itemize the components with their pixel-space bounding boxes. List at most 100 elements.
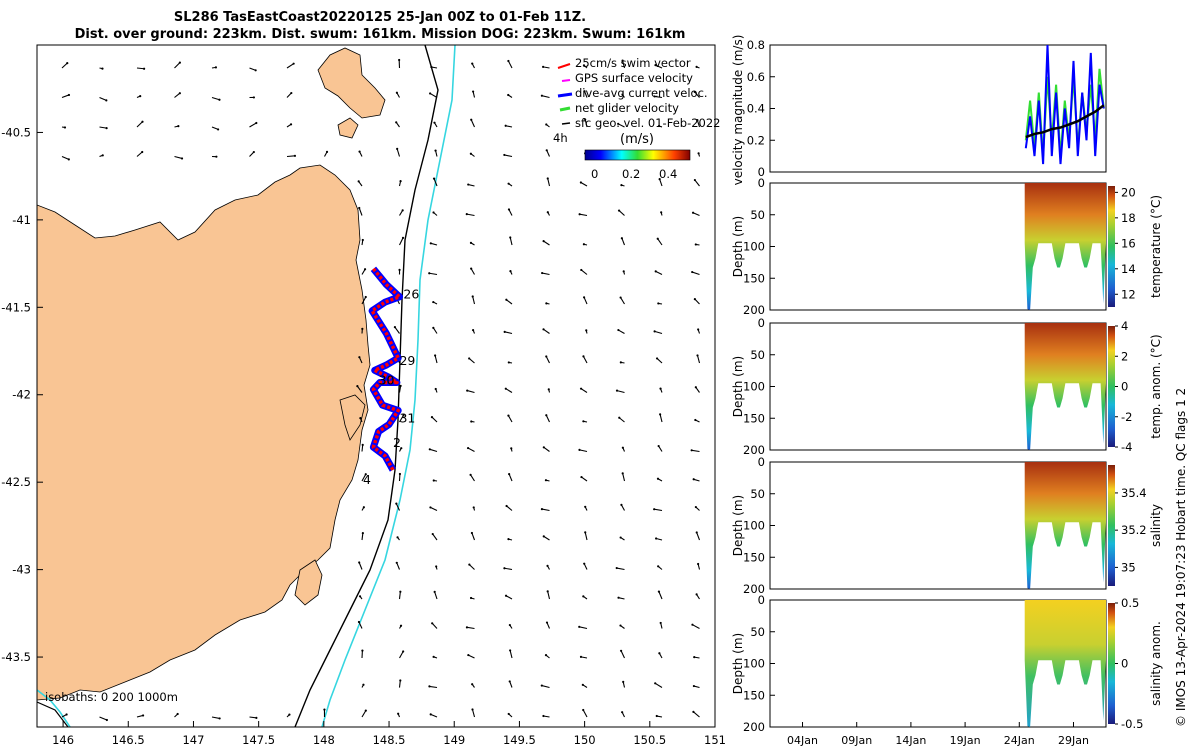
velocity-arrow-head: [471, 683, 474, 686]
velocity-arrow-head: [469, 152, 472, 155]
velocity-arrow-head: [509, 270, 512, 273]
velocity-arrow-head: [507, 182, 510, 185]
velocity-arrow: [472, 296, 476, 305]
velocity-arrow-head: [654, 682, 657, 685]
legend-colorbar-title: (m/s): [620, 132, 654, 147]
velocity-arrow-head: [542, 65, 545, 68]
velocity-arrow: [432, 533, 438, 541]
velocity-arrow-head: [432, 655, 435, 658]
velocity-arrow-head: [289, 123, 293, 126]
velocity-arrow-head: [323, 708, 326, 711]
velocity-arrow-head: [434, 387, 437, 391]
salinity-anom-section-cb-tick-label: 0: [1121, 657, 1128, 671]
velocity-arrow: [583, 297, 588, 305]
legend-scale-label: 4h: [553, 131, 568, 145]
velocity-arrow-head: [399, 679, 402, 682]
velocity-arrow-head: [582, 296, 586, 299]
map-ytick-label: -40.5: [1, 125, 31, 139]
velocity-arrow: [99, 96, 107, 101]
salinity-anom-section-cb-tick-label: -0.5: [1121, 717, 1143, 731]
velocity-arrow-head: [399, 179, 402, 183]
velocity-arrow: [398, 680, 401, 688]
velocity-arrow: [396, 562, 401, 570]
velocity-arrow-head: [217, 128, 220, 131]
velocity-arrow-head: [325, 150, 329, 153]
velocity-arrow: [396, 148, 401, 157]
figure-title-line1: SL286 TasEastCoast20220125 25-Jan 00Z to…: [173, 10, 587, 25]
isobath-1000m: [321, 45, 456, 727]
velocity-arrow-head: [545, 149, 548, 152]
legend-cb-tick-1: 0.2: [622, 167, 640, 181]
map-xtick-label: 150: [574, 733, 596, 747]
velocity-arrow-head: [507, 712, 510, 716]
velocity-arrow-head: [218, 98, 221, 101]
velocity-arrow: [541, 508, 550, 512]
velocity-arrow: [505, 388, 513, 393]
velocity-arrow-head: [399, 590, 402, 593]
velocity-arrow-head: [101, 154, 104, 157]
velocity-arrow-head: [398, 472, 402, 476]
velocity-arrow: [467, 447, 475, 452]
velocity-arrow-head: [471, 708, 474, 711]
velocity-arrow: [286, 63, 294, 69]
velocity-arrow: [506, 299, 513, 305]
velocity-arrow-head: [508, 623, 511, 627]
velocity-arrow-head: [508, 680, 511, 683]
velocity-arrow: [654, 330, 663, 335]
day-labels: 26 29 30 31 2 4: [363, 287, 419, 487]
velocity-arrow-head: [695, 531, 698, 534]
map-xtick-label: 148: [313, 733, 335, 747]
velocity-arrow-head: [585, 329, 588, 332]
velocity-arrow-head: [546, 564, 549, 568]
velocity-arrow-head: [653, 508, 656, 511]
velocity-arrow-head: [254, 69, 257, 72]
velocity-arrow-head: [620, 503, 623, 506]
velocity-arrow: [505, 595, 513, 600]
velocity-arrow-head: [541, 271, 544, 275]
velocity-arrow-head: [691, 623, 694, 626]
velocity-arrow-head: [691, 211, 695, 214]
velocity-arrow: [692, 271, 700, 276]
legend-swim-swatch: [557, 63, 571, 69]
velocity-arrow-head: [657, 590, 661, 593]
velocity-arrow-head: [655, 537, 658, 540]
velocity-arrow: [356, 385, 363, 393]
temp-anom-section-ytick-label: 0: [758, 316, 765, 330]
velocity-arrow: [654, 682, 663, 688]
velocity-arrow-head: [542, 535, 545, 538]
velocity-arrow-head: [141, 150, 144, 154]
temp-anom-section-panel: 0 50 100 150 200 Depth (m) -4 -2 0 2 4 temp. anom. …: [731, 316, 1163, 457]
velocity-arrow-head: [434, 149, 437, 152]
velocity-arrow: [659, 178, 663, 187]
velocity-arrow: [581, 476, 588, 482]
velocity-arrow-head: [430, 65, 433, 69]
velocity-arrow: [579, 213, 588, 217]
velocity-arrow-head: [578, 448, 581, 451]
velocity-arrow: [361, 296, 367, 305]
legend-dive-avg: dive-avg current veloc.: [575, 86, 708, 100]
velocity-arrow: [580, 388, 588, 393]
velocity-arrow-head: [660, 211, 663, 214]
velocity-arrow-head: [505, 298, 508, 301]
velocity-arrow: [507, 60, 513, 69]
velocity-arrow: [136, 151, 143, 157]
velocity-arrow-head: [101, 67, 104, 70]
velocity-arrow-head: [622, 270, 625, 273]
velocity-arrow: [543, 535, 550, 541]
legend-swim-vector: 25cm/s swim vector: [575, 56, 691, 70]
velocity-arrow: [580, 269, 588, 275]
velocity-arrow-head: [470, 118, 473, 121]
velocity-arrow-head: [215, 155, 218, 158]
velocity-arrow-head: [361, 531, 364, 535]
velocity-arrow: [99, 126, 107, 129]
temp-anom-section-cb-tick-label: -2: [1121, 410, 1132, 424]
temperature-section-cb-tick-label: 20: [1121, 185, 1136, 199]
velocity-arrow-head: [398, 58, 401, 62]
velocity-arrow-head: [508, 472, 511, 476]
map-frame: [36, 44, 716, 728]
salinity-anom-section-cb-tick-label: 0.5: [1121, 596, 1139, 610]
velocity-arrow: [61, 62, 68, 69]
velocity-arrow-head: [356, 385, 359, 388]
temperature-section-ylabel: Depth (m): [731, 216, 745, 277]
velocity-arrow-head: [657, 565, 660, 568]
